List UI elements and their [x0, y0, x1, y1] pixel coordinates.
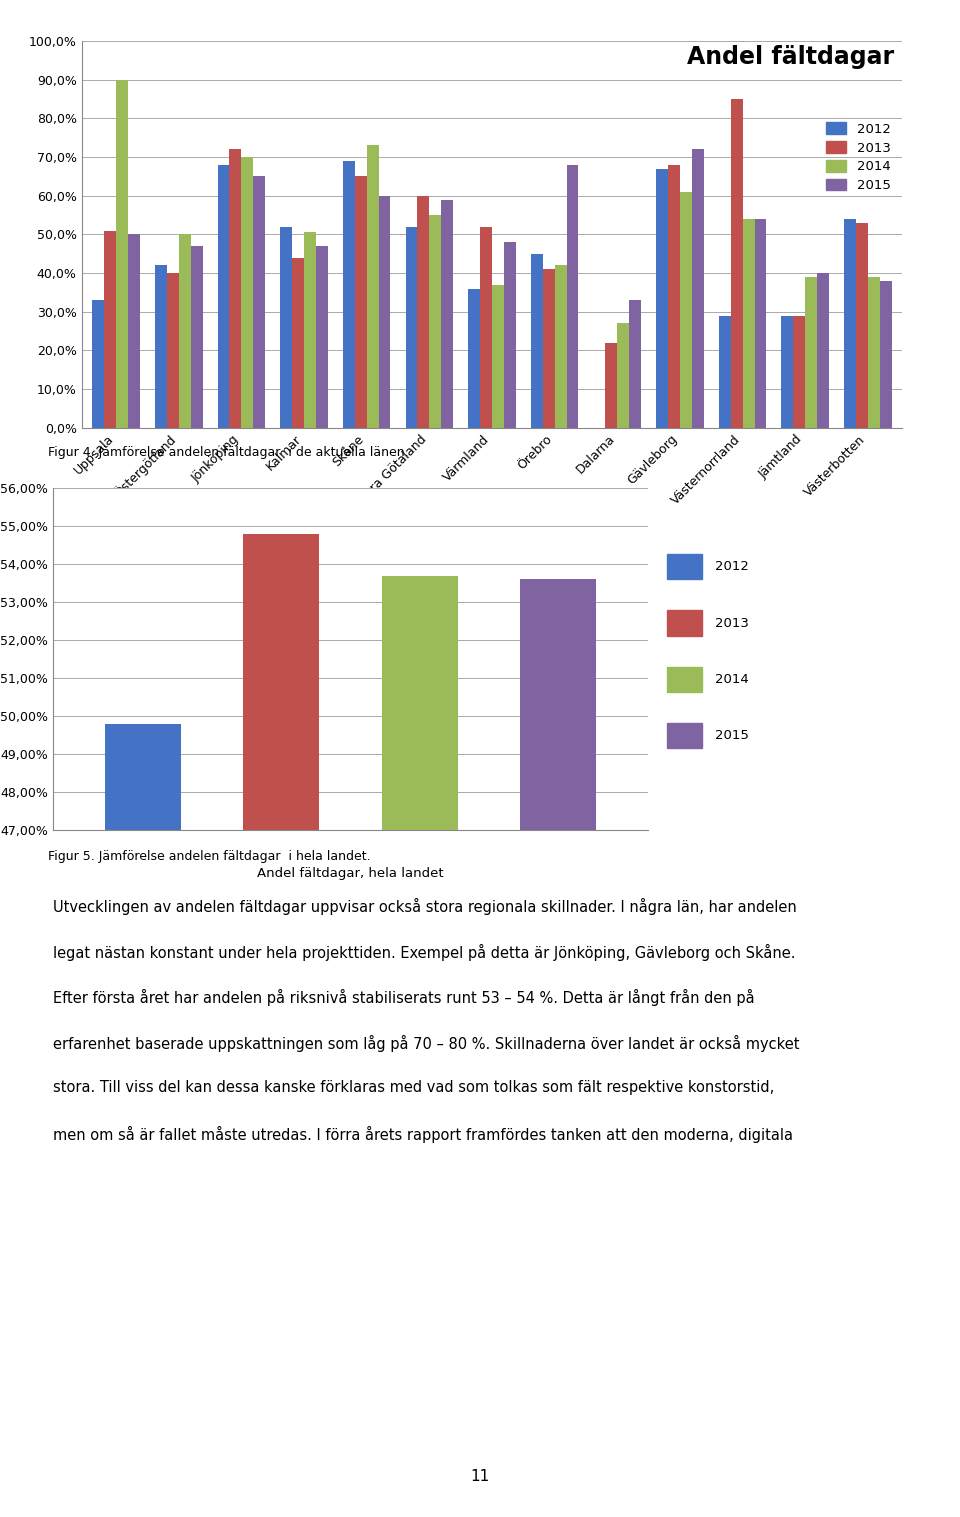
Bar — [442, 200, 453, 428]
Bar — [218, 165, 229, 428]
Bar — [531, 253, 542, 428]
Bar — [868, 278, 880, 428]
Bar — [429, 215, 442, 428]
Bar — [468, 288, 480, 428]
Text: men om så är fallet måste utredas. I förra årets rapport framfördes tanken att d: men om så är fallet måste utredas. I för… — [53, 1126, 793, 1142]
Text: stora. Till viss del kan dessa kanske förklaras med vad som tolkas som fält resp: stora. Till viss del kan dessa kanske fö… — [53, 1080, 774, 1095]
Bar — [128, 235, 140, 428]
Bar — [316, 246, 327, 428]
Bar — [292, 258, 304, 428]
Bar — [856, 223, 868, 428]
Bar — [92, 300, 104, 428]
Bar — [378, 196, 391, 428]
Text: Utvecklingen av andelen fältdagar uppvisar också stora regionala skillnader. I n: Utvecklingen av andelen fältdagar uppvis… — [53, 898, 797, 915]
Bar — [381, 576, 458, 1517]
Bar — [418, 196, 429, 428]
Bar — [253, 176, 265, 428]
Bar — [617, 323, 629, 428]
Bar — [805, 278, 817, 428]
Text: 2012: 2012 — [715, 560, 749, 573]
Bar — [731, 99, 743, 428]
Bar — [755, 218, 766, 428]
Legend: 2012, 2013, 2014, 2015: 2012, 2013, 2014, 2015 — [821, 117, 896, 197]
Bar — [104, 231, 116, 428]
Bar — [116, 79, 128, 428]
Bar — [817, 273, 829, 428]
Bar — [629, 300, 641, 428]
Bar — [667, 554, 702, 579]
Bar — [656, 168, 668, 428]
Bar — [480, 226, 492, 428]
Bar — [555, 265, 566, 428]
Text: Andel fältdagar: Andel fältdagar — [687, 46, 894, 68]
Bar — [667, 666, 702, 692]
Bar — [229, 149, 241, 428]
Bar — [492, 285, 504, 428]
Text: Efter första året har andelen på riksnivå stabiliserats runt 53 – 54 %. Detta är: Efter första året har andelen på riksniv… — [53, 989, 755, 1006]
Bar — [667, 610, 702, 636]
Bar — [719, 316, 731, 428]
Bar — [880, 281, 892, 428]
Text: erfarenhet baserade uppskattningen som låg på 70 – 80 %. Skillnaderna över lande: erfarenhet baserade uppskattningen som l… — [53, 1035, 800, 1051]
Bar — [504, 243, 516, 428]
Bar — [680, 191, 692, 428]
Bar — [692, 149, 704, 428]
Bar — [405, 226, 418, 428]
Bar — [355, 176, 367, 428]
Bar — [304, 232, 316, 428]
Bar — [520, 579, 596, 1517]
Bar — [191, 246, 203, 428]
Bar — [793, 316, 805, 428]
Bar — [667, 724, 702, 748]
Text: Andel fältdagar, hela landet: Andel fältdagar, hela landet — [257, 868, 444, 880]
Text: 2014: 2014 — [715, 674, 749, 686]
Bar — [243, 534, 320, 1517]
Bar — [280, 226, 292, 428]
Bar — [668, 165, 680, 428]
Bar — [167, 273, 179, 428]
Text: 2015: 2015 — [715, 730, 749, 742]
Bar — [743, 218, 755, 428]
Text: 11: 11 — [470, 1468, 490, 1484]
Text: Figur 5. Jämförelse andelen fältdagar  i hela landet.: Figur 5. Jämförelse andelen fältdagar i … — [48, 850, 371, 863]
Bar — [844, 218, 856, 428]
Text: legat nästan konstant under hela projekttiden. Exempel på detta är Jönköping, Gä: legat nästan konstant under hela projekt… — [53, 944, 795, 960]
Bar — [155, 265, 167, 428]
Text: 2013: 2013 — [715, 616, 749, 630]
Bar — [781, 316, 793, 428]
Bar — [343, 161, 355, 428]
Bar — [179, 235, 191, 428]
Bar — [542, 269, 555, 428]
Bar — [566, 165, 579, 428]
Bar — [241, 158, 253, 428]
Bar — [606, 343, 617, 428]
Bar — [105, 724, 180, 1517]
Text: Figur 4. Jämförelse andelen fältdagar  i de aktuella länen.: Figur 4. Jämförelse andelen fältdagar i … — [48, 446, 409, 460]
Bar — [367, 146, 378, 428]
